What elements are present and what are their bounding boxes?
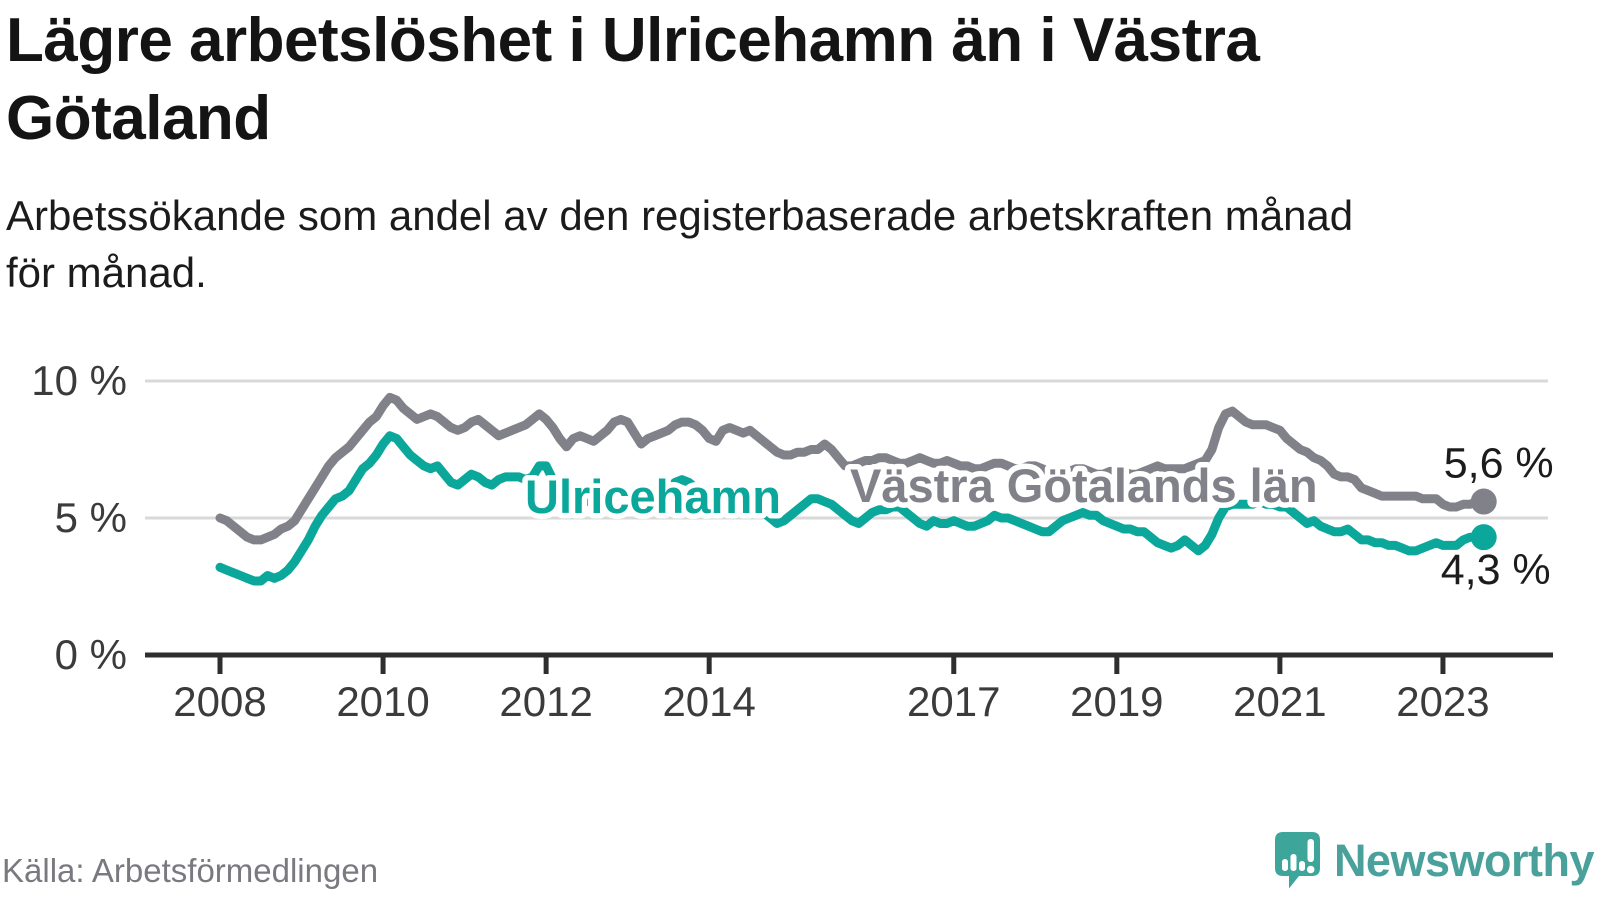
series-label-ulricehamn: Ulricehamn [525, 470, 781, 523]
x-tick-label-2019: 2019 [1070, 678, 1163, 725]
title-line-2: Götaland [6, 84, 271, 154]
line-vastra-gotalands-lan [215, 392, 1489, 545]
y-tick-label-5pct: 5 % [55, 494, 127, 541]
x-tick-label-2023: 2023 [1396, 678, 1489, 725]
end-dot-vastra-gotalands-lan [1470, 488, 1497, 515]
y-tick-label-10pct: 10 % [31, 357, 127, 404]
line-ulricehamn [215, 431, 1489, 586]
newsworthy-speech-bubble-chart-icon [1274, 832, 1320, 889]
subtitle-line-2: för månad. [6, 248, 207, 296]
x-tick-label-2012: 2012 [499, 678, 592, 725]
end-value-label-vastra-gotalands-lan: 5,6 % [1444, 440, 1554, 488]
x-tick-label-2008: 2008 [173, 678, 266, 725]
series-label-vastra-gotalands-lan: Västra Götalands län [850, 459, 1318, 512]
end-value-label-ulricehamn: 4,3 % [1441, 546, 1551, 594]
x-tick-label-2010: 2010 [336, 678, 429, 725]
source-note: Källa: Arbetsförmedlingen [2, 852, 379, 889]
subtitle-line-1: Arbetssökande som andel av den registerb… [6, 192, 1354, 239]
page-title: Lägre arbetslöshet i Ulricehamn än i Väs… [6, 2, 1260, 158]
end-dot-ulricehamn [1470, 524, 1497, 551]
unemployment-line-chart: 2008 2010 2012 2014 2017 2019 2021 2023 0 % 5 % 10… [31, 357, 1557, 725]
x-tick-label-2021: 2021 [1233, 678, 1326, 725]
y-tick-label-0pct: 0 % [55, 631, 127, 678]
newsworthy-logo: Newsworthy [1274, 830, 1595, 892]
title-line-1: Lägre arbetslöshet i Ulricehamn än i Väs… [6, 6, 1260, 75]
x-tick-label-2014: 2014 [662, 678, 755, 725]
newsworthy-wordmark: Newsworthy [1333, 835, 1595, 886]
x-tick-label-2017: 2017 [907, 678, 1000, 725]
chart-subtitle: Arbetssökande som andel av den registerb… [6, 188, 1353, 301]
